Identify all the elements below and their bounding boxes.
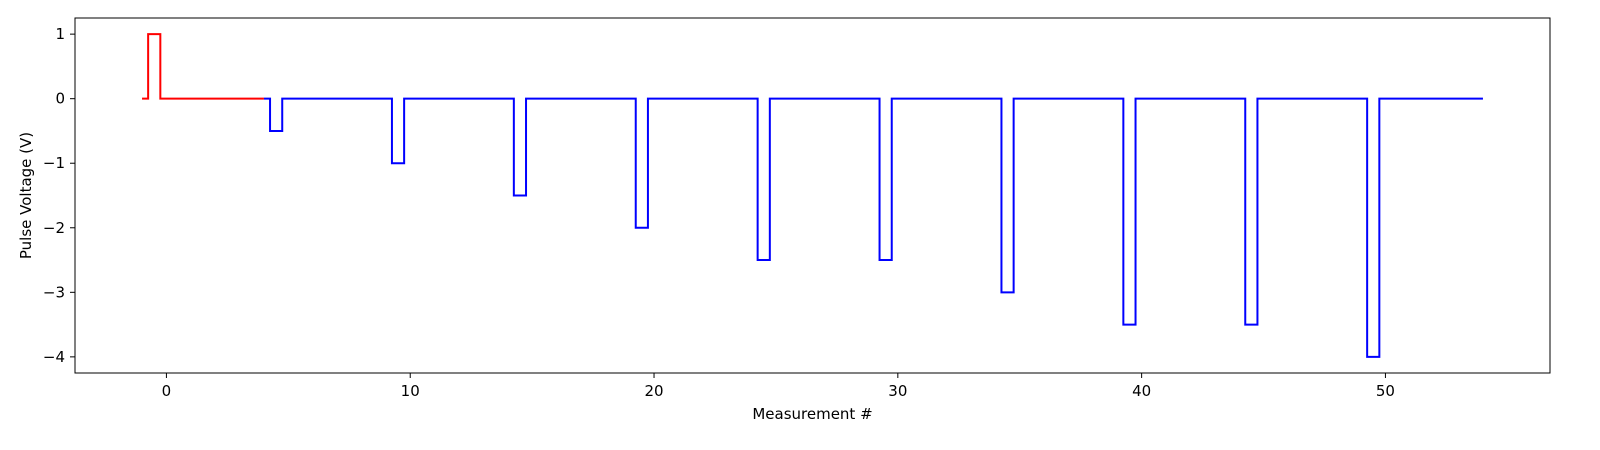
y-axis-ticks: 1 0 −1 −2 −3 −4 [43, 25, 75, 366]
series-line-1 [263, 97, 1483, 358]
y-tick-label: −3 [43, 283, 65, 301]
x-tick-label: 20 [644, 382, 663, 400]
x-tick-label: 50 [1376, 382, 1395, 400]
y-tick-label: −1 [43, 154, 65, 172]
x-tick-label: 0 [162, 382, 172, 400]
x-axis-ticks: 0 10 20 30 40 50 [162, 373, 1395, 400]
y-tick-label: 1 [55, 25, 65, 43]
y-tick-label: −2 [43, 219, 65, 237]
y-axis-label: Pulse Voltage (V) [17, 132, 35, 259]
x-tick-label: 40 [1132, 382, 1151, 400]
y-tick-label: 0 [55, 90, 65, 108]
x-tick-label: 30 [888, 382, 907, 400]
series-line-0 [142, 33, 264, 100]
x-tick-label: 10 [401, 382, 420, 400]
plot-area [142, 33, 1483, 358]
x-axis-label: Measurement # [752, 405, 872, 423]
axes-frame [74, 17, 1551, 374]
y-tick-label: −4 [43, 348, 65, 366]
